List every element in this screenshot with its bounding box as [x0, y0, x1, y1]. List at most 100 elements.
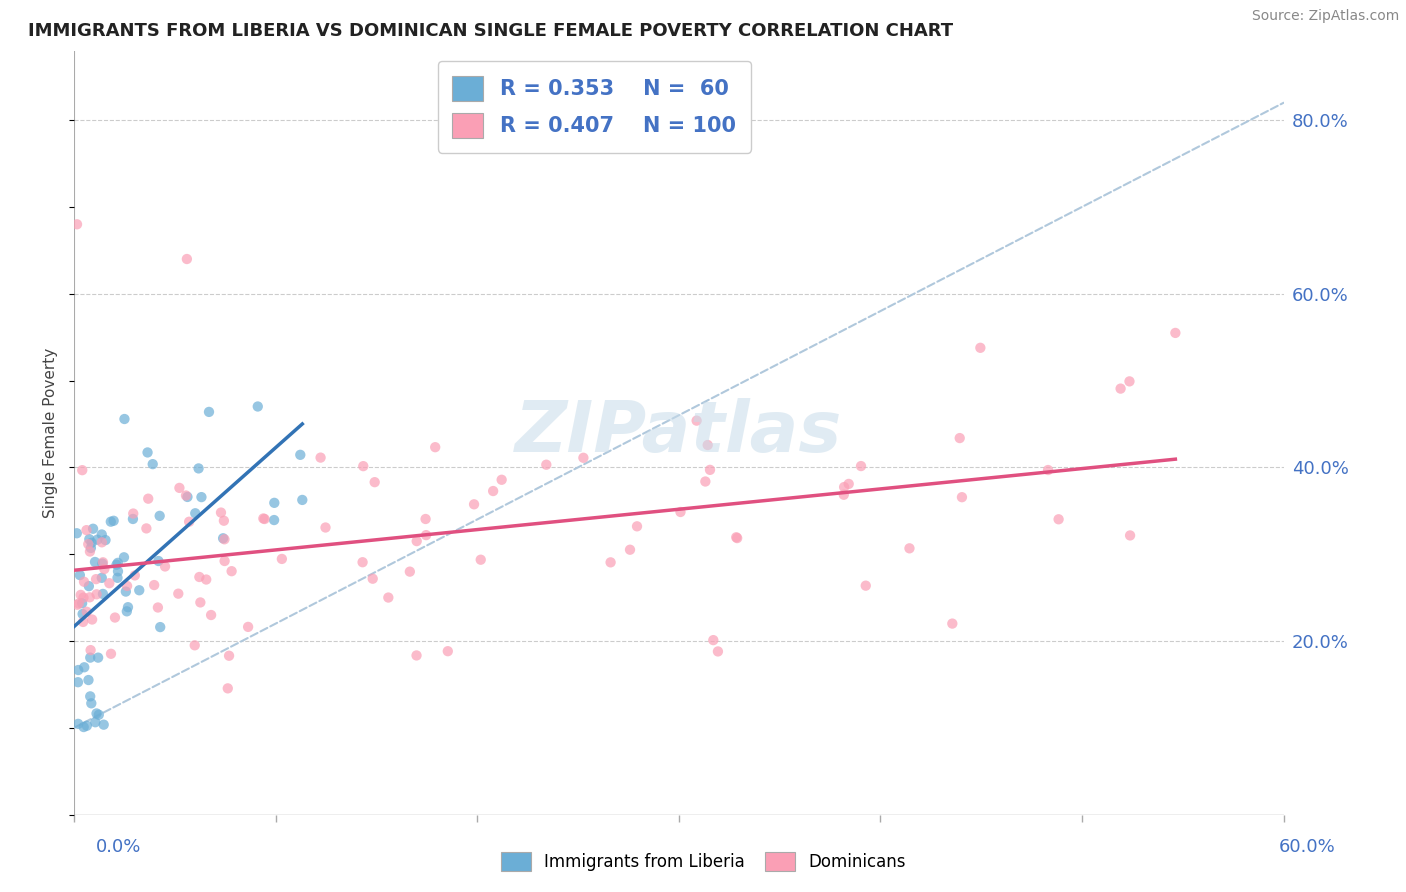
Point: [114, 412, 136, 426]
Point: [352, 555, 374, 569]
Point: [115, 604, 138, 618]
Point: [236, 620, 259, 634]
Point: [136, 491, 159, 506]
Point: [90, 527, 112, 541]
Point: [405, 534, 427, 549]
Point: [214, 533, 236, 547]
Point: [73, 720, 96, 734]
Text: ZIPatlas: ZIPatlas: [515, 398, 842, 467]
Point: [252, 511, 274, 525]
Point: [79, 532, 101, 546]
Point: [218, 648, 240, 663]
Point: [77, 537, 100, 551]
Point: [142, 457, 165, 471]
Point: [263, 496, 285, 510]
Point: [112, 550, 135, 565]
Point: [695, 475, 717, 489]
Point: [79, 591, 101, 605]
Point: [309, 450, 332, 465]
Point: [91, 557, 114, 571]
Point: [79, 690, 101, 704]
Point: [685, 414, 707, 428]
Point: [470, 552, 492, 566]
Point: [436, 644, 458, 658]
Point: [148, 554, 170, 568]
Point: [80, 696, 103, 710]
Point: [84, 555, 107, 569]
Point: [114, 584, 136, 599]
Point: [183, 638, 205, 652]
Point: [425, 440, 447, 454]
Point: [707, 644, 730, 658]
Point: [855, 579, 877, 593]
Point: [66, 598, 89, 612]
Point: [66, 526, 89, 541]
Point: [361, 572, 384, 586]
Point: [70, 463, 93, 477]
Point: [491, 473, 513, 487]
Point: [122, 507, 145, 521]
Point: [84, 715, 107, 730]
Point: [221, 564, 243, 578]
Point: [169, 481, 191, 495]
Point: [87, 650, 110, 665]
Point: [67, 717, 90, 731]
Point: [100, 647, 122, 661]
Point: [69, 568, 91, 582]
Point: [599, 555, 621, 569]
Point: [79, 650, 101, 665]
Point: [179, 515, 201, 529]
Point: [626, 519, 648, 533]
Point: [98, 576, 121, 591]
Point: [187, 461, 209, 475]
Point: [572, 450, 595, 465]
Point: [70, 596, 93, 610]
Point: [76, 523, 98, 537]
Point: [143, 578, 166, 592]
Point: [536, 458, 558, 472]
Point: [291, 492, 314, 507]
Point: [184, 506, 207, 520]
Point: [80, 536, 103, 550]
Text: IMMIGRANTS FROM LIBERIA VS DOMINICAN SINGLE FEMALE POVERTY CORRELATION CHART: IMMIGRANTS FROM LIBERIA VS DOMINICAN SIN…: [28, 22, 953, 40]
Point: [73, 574, 96, 589]
Point: [1119, 528, 1142, 542]
Point: [77, 579, 100, 593]
Point: [699, 463, 721, 477]
Point: [415, 512, 437, 526]
Point: [214, 554, 236, 568]
Point: [122, 512, 145, 526]
Point: [198, 405, 221, 419]
Point: [117, 600, 139, 615]
Point: [153, 559, 176, 574]
Point: [246, 400, 269, 414]
Point: [725, 530, 748, 544]
Point: [849, 459, 872, 474]
Point: [619, 542, 641, 557]
Point: [73, 660, 96, 674]
Point: [176, 252, 198, 266]
Point: [66, 675, 89, 690]
Point: [176, 490, 198, 504]
Text: Source: ZipAtlas.com: Source: ZipAtlas.com: [1251, 9, 1399, 23]
Point: [82, 522, 104, 536]
Point: [128, 583, 150, 598]
Legend: Immigrants from Liberia, Dominicans: Immigrants from Liberia, Dominicans: [492, 843, 914, 880]
Point: [209, 506, 232, 520]
Point: [415, 528, 437, 542]
Point: [702, 633, 724, 648]
Y-axis label: Single Female Poverty: Single Female Poverty: [44, 348, 58, 517]
Point: [107, 564, 129, 578]
Point: [950, 490, 973, 504]
Point: [80, 541, 103, 555]
Point: [91, 587, 114, 601]
Point: [67, 663, 90, 677]
Point: [200, 607, 222, 622]
Point: [696, 438, 718, 452]
Point: [1118, 375, 1140, 389]
Text: 60.0%: 60.0%: [1279, 838, 1336, 856]
Point: [669, 505, 692, 519]
Point: [315, 520, 337, 534]
Point: [79, 643, 101, 657]
Point: [263, 513, 285, 527]
